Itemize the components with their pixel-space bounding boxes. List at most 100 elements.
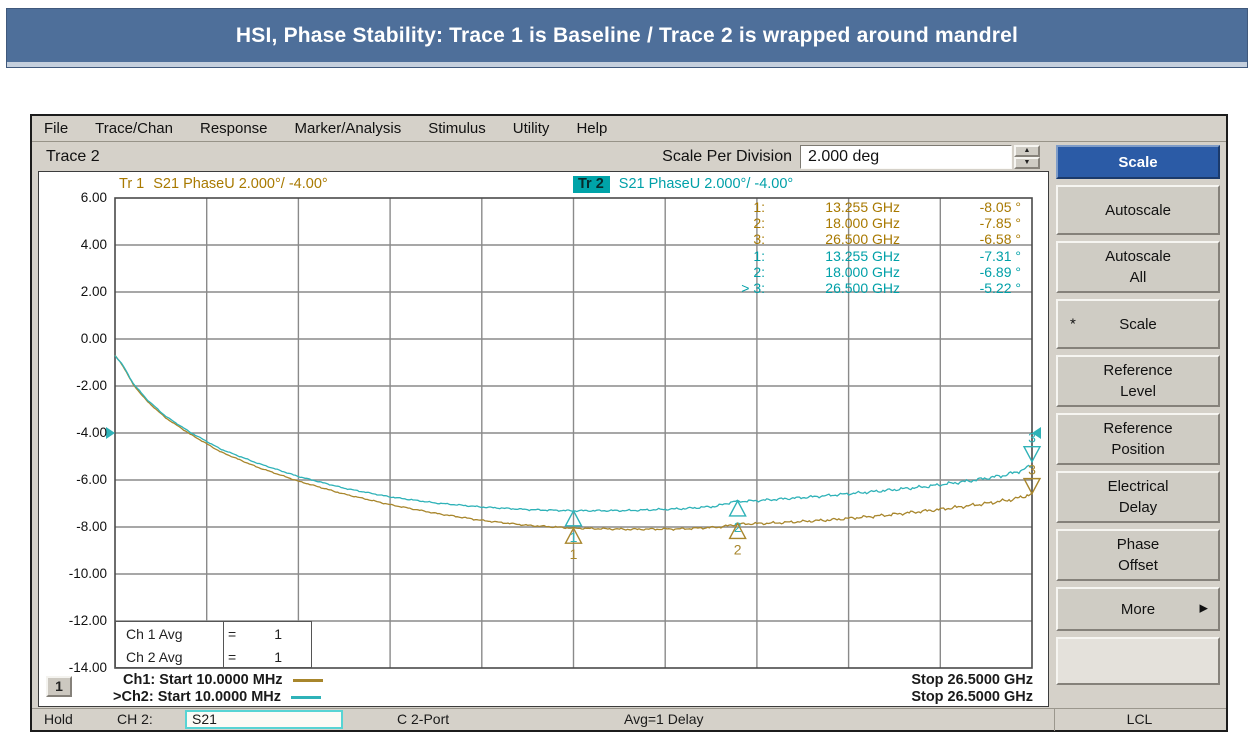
marker-readout-cell: -6.89 ° <box>979 263 1021 280</box>
softkey-phase-offset[interactable]: Phase Offset <box>1056 529 1220 581</box>
marker-readout-cell: -6.58 ° <box>979 231 1021 248</box>
softkey-reference-level[interactable]: Reference Level <box>1056 355 1220 407</box>
menu-item-utility[interactable]: Utility <box>512 120 550 137</box>
status-hold: Hold <box>44 711 73 727</box>
channel-1-button[interactable]: 1 <box>46 676 72 697</box>
active-trace-label: Trace 2 <box>46 148 100 165</box>
marker-3-triangle <box>1022 445 1042 464</box>
reference-level-arrow-left <box>106 427 115 439</box>
menu-item-file[interactable]: File <box>44 120 69 137</box>
marker-readout-cell: 1: <box>753 199 765 215</box>
scale-spinner: ▲ ▼ <box>1014 145 1040 169</box>
trace-1-legend[interactable]: Tr 1 S21 PhaseU 2.000°/ -4.00° <box>119 176 328 192</box>
ch1-avg-value: 1 <box>274 625 282 642</box>
marker-readout-cell: -8.05 ° <box>979 199 1021 215</box>
status-measurement-box: S21 <box>185 710 343 729</box>
trace-1-color-key <box>292 678 323 682</box>
menu-item-response[interactable]: Response <box>199 120 268 137</box>
chart-canvas: 1 2 3 1 2 3 <box>106 197 1042 669</box>
softkey-scale-header[interactable]: Scale <box>1056 145 1220 179</box>
ch2-avg-value: 1 <box>274 648 282 665</box>
trace-2-color-key <box>291 695 322 699</box>
marker-2-triangle <box>728 499 747 517</box>
grid <box>114 197 1033 669</box>
marker-readout-cell: > 3: <box>741 279 765 296</box>
scale-per-division-label: Scale Per Division <box>662 148 792 165</box>
marker-2-number: 2 <box>734 519 742 535</box>
marker-3-number: 3 <box>1028 462 1036 478</box>
active-function-asterisk: * <box>1070 315 1076 333</box>
trace-2-legend[interactable]: Tr 2 S21 PhaseU 2.000°/ -4.00° <box>573 176 793 193</box>
status-bar: Hold CH 2: S21 C 2-Port Avg=1 Delay LCL <box>32 708 1226 731</box>
softkey-reference-position[interactable]: Reference Position <box>1056 413 1220 465</box>
softkey-label: More <box>1120 600 1156 618</box>
marker-readout-row: 1: 13.255 GHz -7.31 ° <box>669 248 1021 264</box>
softkey-label: Delay <box>1118 499 1158 516</box>
marker-readout-cell: 2: <box>753 263 765 280</box>
marker-2-triangle <box>728 521 747 540</box>
menu-item-trace-chan[interactable]: Trace/Chan <box>95 120 173 137</box>
menu-item-help[interactable]: Help <box>576 120 608 137</box>
marker-1-triangle <box>564 526 583 544</box>
marker-readout-cell: 1: <box>753 247 765 264</box>
y-axis-label: 2.00 <box>80 284 107 299</box>
ch2-start-label: >Ch2: Start 10.0000 MHz <box>113 689 282 705</box>
status-cal-state: C 2-Port <box>397 711 450 727</box>
y-axis-label: -12.00 <box>68 613 107 628</box>
marker-3-number: 3 <box>1028 430 1036 446</box>
status-measurement: S21 <box>192 711 217 727</box>
ch2-stop-label: Stop 26.5000 GHz <box>911 689 1033 705</box>
softkey-autoscale-all[interactable]: Autoscale All <box>1056 241 1220 293</box>
softkey-more[interactable]: More ▶ <box>1056 587 1220 631</box>
marker-readout-row: > 3: 26.500 GHz -5.22 ° <box>669 280 1021 296</box>
status-channel-label: CH 2: <box>117 711 153 727</box>
menu-item-stimulus[interactable]: Stimulus <box>428 120 486 137</box>
marker-readout-row: 1: 13.255 GHz -8.05 ° <box>669 199 1021 215</box>
y-axis-label: -6.00 <box>76 472 107 487</box>
ch1-avg-row: Ch 1 Avg = 1 <box>116 622 311 645</box>
softkey-label: Scale <box>1119 315 1157 333</box>
marker-readout-cell: 13.255 GHz <box>825 199 900 215</box>
marker-readout-row: 3: 26.500 GHz -6.58 ° <box>669 231 1021 247</box>
scale-per-division-value: 2.000 deg <box>808 148 880 165</box>
softkey-autoscale[interactable]: Autoscale <box>1056 185 1220 235</box>
scale-per-division-input[interactable]: 2.000 deg <box>800 145 1012 169</box>
scale-per-division-group: Scale Per Division 2.000 deg ▲ ▼ <box>662 145 1040 169</box>
softkey-blank[interactable] <box>1056 637 1220 685</box>
marker-2-number: 2 <box>734 541 742 557</box>
page-title: HSI, Phase Stability: Trace 1 is Baselin… <box>235 24 1019 47</box>
ch2-avg-eq: = <box>228 648 237 665</box>
markers-trace-1: 1 2 3 <box>564 462 1042 562</box>
reference-level-arrow-right <box>1032 427 1041 439</box>
markers-trace-2: 1 2 3 <box>564 430 1042 545</box>
trace-2-badge[interactable]: Tr 2 <box>573 176 610 193</box>
marker-readout-cell: -5.22 ° <box>979 279 1021 296</box>
status-lcl: LCL <box>1054 709 1224 731</box>
marker-readout-cell: 26.500 GHz <box>825 231 900 248</box>
softkey-label: Scale <box>1118 153 1158 171</box>
marker-readout-cell: -7.85 ° <box>979 215 1021 232</box>
menu-item-marker-analysis[interactable]: Marker/Analysis <box>294 120 402 137</box>
softkey-electrical-delay[interactable]: Electrical Delay <box>1056 471 1220 523</box>
spinner-up-button[interactable]: ▲ <box>1014 145 1040 157</box>
softkey-label: Phase <box>1116 536 1160 553</box>
trace-1-badge[interactable]: Tr 1 <box>119 176 145 192</box>
plot-area[interactable]: 1 2 3 1 2 3 Tr 1 S21 PhaseU 2.000°/ -4.00° Tr … <box>38 171 1049 707</box>
ch1-avg-eq: = <box>228 625 237 642</box>
y-axis-label: -4.00 <box>76 425 107 440</box>
ch2-avg-label: Ch 2 Avg <box>116 645 224 668</box>
marker-readout-cell: 2: <box>753 215 765 232</box>
softkey-label: Reference <box>1103 420 1173 437</box>
y-axis-label: -8.00 <box>76 519 107 534</box>
ch1-stop-label: Stop 26.5000 GHz <box>911 672 1033 688</box>
y-axis-label: 6.00 <box>80 190 107 205</box>
spinner-down-button[interactable]: ▼ <box>1014 157 1040 169</box>
marker-1-number: 1 <box>570 529 578 545</box>
status-avg-delay: Avg=1 Delay <box>624 711 704 727</box>
ch1-stimulus-row: Ch1: Start 10.0000 MHz <box>123 672 323 688</box>
softkey-label: Position <box>1111 441 1165 458</box>
softkey-label: Autoscale <box>1105 248 1171 265</box>
ch2-stimulus-row: >Ch2: Start 10.0000 MHz <box>113 689 322 705</box>
softkey-scale[interactable]: Scale * <box>1056 299 1220 349</box>
marker-3-triangle <box>1022 477 1042 496</box>
